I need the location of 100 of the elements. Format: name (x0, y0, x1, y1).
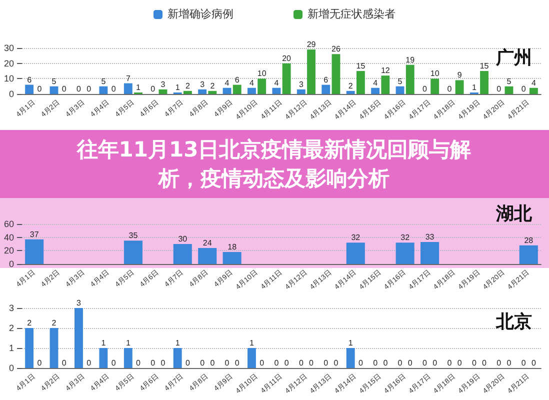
bar (346, 348, 355, 368)
data-label: 0 (86, 358, 92, 368)
legend-label: 新增确诊病例 (168, 8, 234, 20)
data-label: 4 (274, 78, 280, 88)
data-label: 0 (160, 358, 166, 368)
y-tick-label: 0 (8, 89, 14, 99)
bar (430, 78, 440, 94)
data-label: 9 (457, 70, 462, 80)
data-label: 4 (373, 78, 378, 88)
chart-title: 北京 (495, 312, 532, 332)
data-label: 0 (111, 84, 116, 94)
data-label: 0 (62, 358, 67, 368)
bar (124, 348, 132, 368)
data-label: 33 (425, 232, 435, 242)
bar (248, 348, 256, 368)
bar (198, 248, 217, 264)
data-label: 0 (111, 358, 116, 368)
data-label: 1 (101, 338, 106, 348)
y-tick-label: 0 (8, 259, 14, 269)
bar (208, 90, 217, 94)
data-label: 2 (185, 81, 190, 90)
data-label: 12 (380, 66, 390, 76)
data-label: 2 (348, 81, 354, 90)
text: 往年11月13日北京疫情最新情况回顾与解析，疫情动态及影响分析 (76, 138, 472, 190)
bar (50, 86, 58, 94)
data-label: 0 (496, 84, 502, 94)
data-label: 0 (298, 358, 304, 368)
data-label: 10 (430, 69, 440, 78)
data-label: 0 (521, 358, 526, 368)
data-label: 0 (136, 358, 142, 368)
bar (124, 83, 132, 94)
data-label: 0 (373, 358, 378, 368)
data-label: 5 (52, 76, 57, 86)
bar (25, 239, 44, 264)
bar (296, 89, 306, 94)
data-label: 30 (178, 234, 188, 244)
data-label: 0 (274, 358, 280, 368)
y-tick-label: 40 (4, 232, 14, 242)
data-label: 35 (128, 231, 138, 240)
bar (222, 252, 242, 264)
bar (420, 242, 440, 264)
data-label: 1 (126, 338, 131, 348)
data-label: 20 (282, 54, 292, 63)
bar (396, 242, 414, 264)
data-label: 0 (185, 358, 190, 368)
data-label: 18 (228, 242, 238, 252)
bar (322, 84, 330, 94)
data-label: 4 (224, 78, 230, 88)
data-label: 3 (160, 80, 166, 89)
y-tick-label: 20 (4, 246, 14, 256)
bar (25, 328, 34, 368)
data-label: 0 (210, 358, 216, 368)
bar (272, 88, 281, 94)
bar (396, 86, 404, 94)
y-tick-label: 10 (4, 74, 14, 84)
data-label: 0 (324, 358, 329, 368)
bar (356, 71, 365, 94)
data-label: 5 (398, 76, 403, 86)
bar (406, 64, 414, 94)
bar (124, 240, 142, 264)
data-label: 0 (472, 358, 477, 368)
data-label: 0 (334, 358, 339, 368)
data-label: 0 (521, 84, 526, 94)
data-label: 7 (126, 74, 131, 83)
y-tick-label: 1 (8, 343, 14, 353)
data-label: 32 (400, 233, 410, 242)
data-label: 1 (175, 338, 180, 348)
bar (504, 86, 514, 94)
data-label: 26 (332, 44, 341, 54)
data-label: 0 (447, 358, 452, 368)
bar (371, 88, 380, 94)
y-tick-label: 30 (4, 43, 14, 53)
bar (381, 76, 390, 94)
data-label: 1 (472, 82, 477, 92)
bar (173, 348, 182, 368)
data-label: 37 (30, 230, 40, 239)
data-label: 3 (298, 80, 304, 89)
data-label: 2 (27, 318, 32, 328)
data-label: 0 (506, 358, 512, 368)
y-tick-label: 60 (4, 219, 14, 229)
data-label: 0 (76, 84, 82, 94)
bar (307, 50, 316, 94)
bar (99, 348, 108, 368)
bar (480, 71, 488, 94)
bar (232, 84, 242, 94)
data-label: 0 (150, 84, 156, 94)
y-tick-label: 2 (8, 323, 14, 333)
data-label: 1 (136, 82, 142, 92)
data-label: 4 (250, 78, 255, 88)
bar (50, 328, 58, 368)
bar (529, 88, 538, 94)
data-label: 0 (86, 84, 92, 94)
bar (222, 88, 232, 94)
data-label: 1 (348, 338, 354, 348)
chart-title: 湖北 (495, 204, 533, 224)
bar (346, 242, 365, 264)
data-label: 32 (351, 233, 361, 242)
data-label: 0 (224, 358, 230, 368)
data-label: 19 (406, 55, 416, 64)
bar (99, 86, 108, 94)
